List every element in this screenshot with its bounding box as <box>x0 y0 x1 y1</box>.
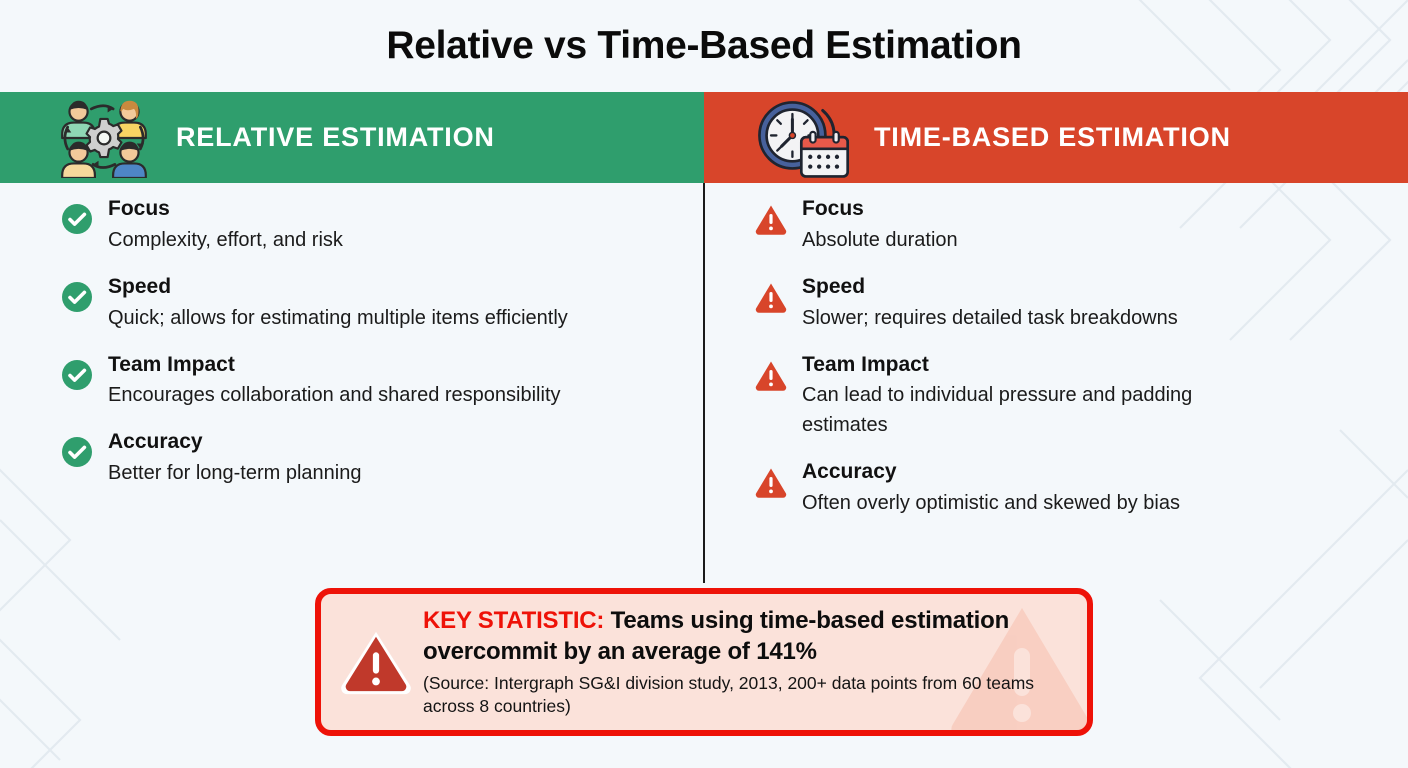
list-item: Speed Slower; requires detailed task bre… <box>754 275 1354 333</box>
list-item: Focus Complexity, effort, and risk <box>60 197 674 255</box>
list-item-title: Focus <box>802 197 864 220</box>
list-item-title: Speed <box>802 274 866 298</box>
team-collaboration-gear-icon <box>58 98 150 179</box>
list-item-description: Slower; requires detailed task breakdown… <box>802 306 1178 329</box>
comparison-columns: Focus Complexity, effort, and risk Speed… <box>0 183 1408 583</box>
list-item-description: Better for long-term planning <box>108 462 362 485</box>
page-title: Relative vs Time-Based Estimation <box>386 24 1022 67</box>
key-statistic-statement: Teams using time-based estimation overco… <box>423 607 1010 665</box>
list-item: Team Impact Encourages collaboration and… <box>60 353 674 411</box>
check-circle-icon <box>60 435 94 469</box>
list-item-description: Often overly optimistic and skewed by bi… <box>802 492 1180 515</box>
list-item-title: Team Impact <box>108 352 235 376</box>
column-header-label-time-based: TIME-BASED ESTIMATION <box>874 122 1231 152</box>
column-divider <box>703 183 705 583</box>
check-circle-icon <box>60 358 94 392</box>
clock-calendar-icon <box>752 98 856 178</box>
list-item: Accuracy Often overly optimistic and ske… <box>754 460 1354 518</box>
key-statistic-headline: KEY STATISTIC: Teams using time-based es… <box>423 606 1075 667</box>
list-item-title: Speed <box>108 274 172 298</box>
column-header-time-based: TIME-BASED ESTIMATION <box>704 92 1408 183</box>
key-statistic-text: KEY STATISTIC: Teams using time-based es… <box>423 606 1087 718</box>
list-item-title: Accuracy <box>802 460 897 484</box>
warning-triangle-icon <box>337 627 415 697</box>
list-item-description: Can lead to individual pressure and padd… <box>802 384 1193 437</box>
check-circle-icon <box>60 202 94 236</box>
list-item-description: Quick; allows for estimating multiple it… <box>108 306 568 329</box>
key-statistic-callout: KEY STATISTIC: Teams using time-based es… <box>315 588 1093 736</box>
list-item-description: Absolute duration <box>802 228 958 251</box>
column-headers: RELATIVE ESTIMATION <box>0 92 1408 183</box>
warning-triangle-icon <box>754 465 788 499</box>
list-item: Team Impact Can lead to individual press… <box>754 353 1354 441</box>
list-item-title: Accuracy <box>108 430 203 454</box>
column-time-based-estimation: Focus Absolute duration Speed <box>704 183 1408 583</box>
warning-triangle-icon <box>754 280 788 314</box>
key-statistic-source: (Source: Intergraph SG&I division study,… <box>423 672 1035 716</box>
check-circle-icon <box>60 280 94 314</box>
column-header-label-relative: RELATIVE ESTIMATION <box>176 122 495 152</box>
page-title-bar: Relative vs Time-Based Estimation <box>0 0 1408 92</box>
column-relative-estimation: Focus Complexity, effort, and risk Speed… <box>0 183 704 583</box>
list-item-description: Complexity, effort, and risk <box>108 228 343 251</box>
key-statistic-label: KEY STATISTIC: <box>423 607 605 635</box>
list-item-title: Focus <box>108 197 170 220</box>
warning-triangle-icon <box>754 358 788 392</box>
list-item: Speed Quick; allows for estimating multi… <box>60 275 674 333</box>
warning-triangle-icon <box>754 202 788 236</box>
list-item: Focus Absolute duration <box>754 197 1354 255</box>
list-item-title: Team Impact <box>802 352 929 376</box>
column-header-relative: RELATIVE ESTIMATION <box>0 92 704 183</box>
list-item: Accuracy Better for long-term planning <box>60 430 674 488</box>
list-item-description: Encourages collaboration and shared resp… <box>108 384 561 407</box>
